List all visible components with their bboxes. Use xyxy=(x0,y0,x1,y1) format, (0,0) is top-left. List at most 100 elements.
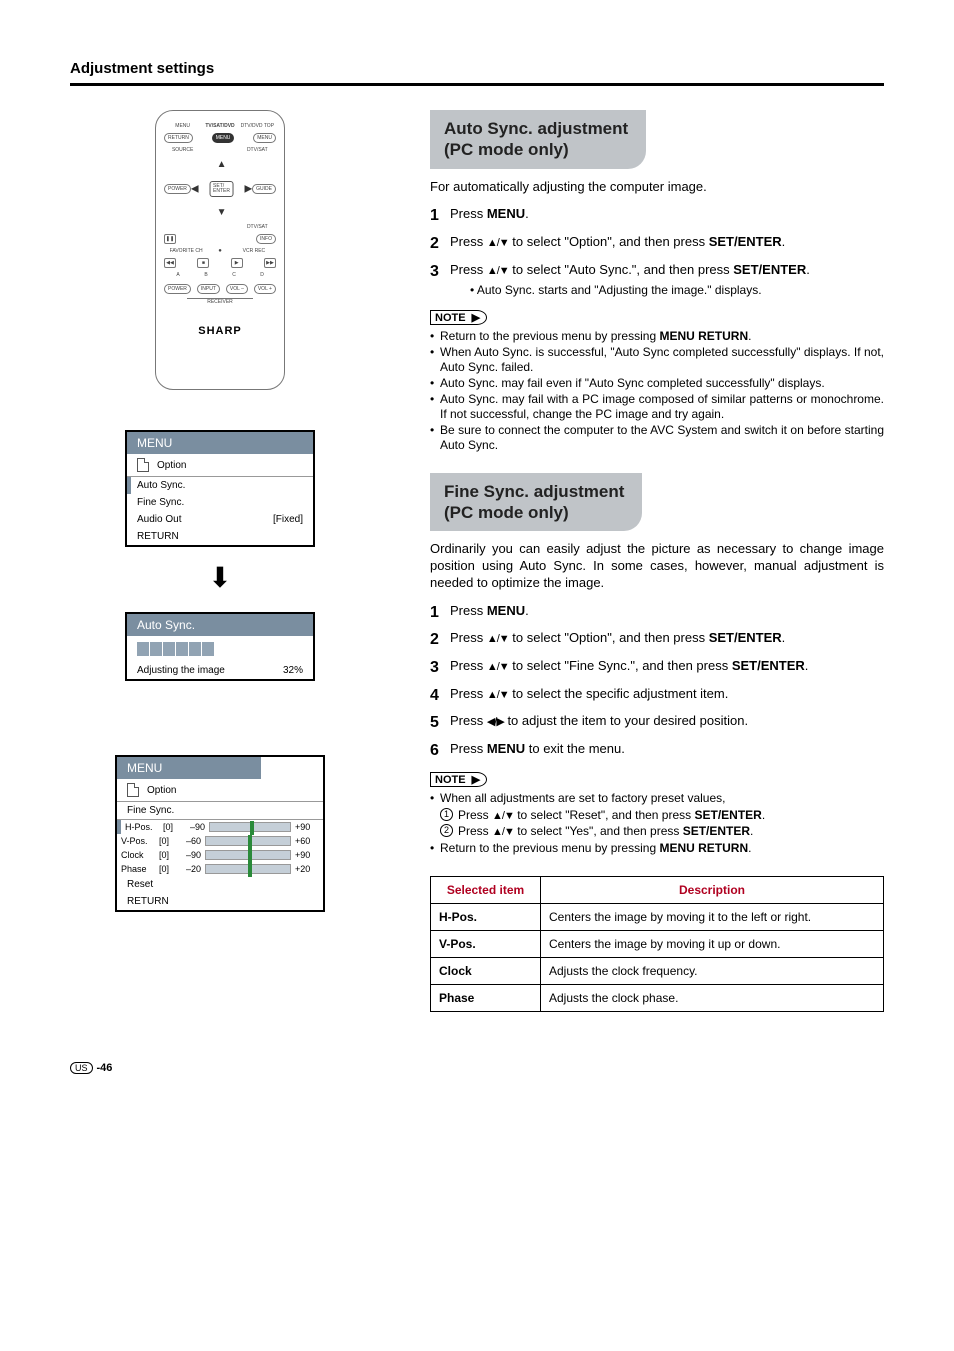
steps-list: 1Press MENU. 2Press ▲/▼ to select "Option… xyxy=(430,602,884,762)
section-heading-fine: Fine Sync. adjustment (PC mode only) xyxy=(430,473,642,532)
osd-tab-label: Option xyxy=(157,460,186,471)
up-icon[interactable]: ▲ xyxy=(217,159,227,170)
step-item: 4Press ▲/▼ to select the specific adjust… xyxy=(430,685,884,707)
remote-label: SOURCE xyxy=(164,147,201,153)
vol-up-button[interactable]: VOL + xyxy=(254,284,276,294)
page-footer: US -46 xyxy=(70,1062,884,1074)
pause-button[interactable]: ❚❚ xyxy=(164,234,176,244)
remote-illustration: MENUTV/SAT/DVDDTV/DVD TOP RETURNMENUMENU… xyxy=(155,110,285,390)
option-icon xyxy=(127,783,139,797)
description-table: Selected item Description H-Pos.Centers … xyxy=(430,876,884,1012)
remote-label: FAVORITE CH xyxy=(164,248,208,254)
note-item: Auto Sync. may fail with a PC image comp… xyxy=(430,392,884,422)
table-header: Description xyxy=(541,876,884,903)
progress-label: Adjusting the image xyxy=(137,665,225,676)
osd-header: MENU xyxy=(127,432,313,454)
slider-row: Clock[0]–90+90 xyxy=(117,848,323,862)
sharp-logo: SHARP xyxy=(198,325,242,337)
menu-button[interactable]: MENU xyxy=(212,133,235,143)
down-arrow-icon: ⬇ xyxy=(70,561,370,594)
note-item: Be sure to connect the computer to the A… xyxy=(430,423,884,453)
stop-button[interactable]: ■ xyxy=(197,258,209,268)
remote-label: B xyxy=(192,272,220,278)
table-row: H-Pos.Centers the image by moving it to … xyxy=(431,903,884,930)
dpad[interactable]: ▲ ▼ ◀ ▶ SET/ ENTER xyxy=(191,161,252,216)
remote-label: MENU xyxy=(164,123,201,129)
osd-header: MENU xyxy=(117,757,261,779)
guide-button[interactable]: GUIDE xyxy=(252,184,276,194)
power-button-2[interactable]: POWER xyxy=(164,284,191,294)
step-item: 3Press ▲/▼ to select "Fine Sync.", and t… xyxy=(430,657,884,679)
rew-button[interactable]: ◀◀ xyxy=(164,258,176,268)
note-tag: NOTE▶ xyxy=(430,772,487,787)
step-item: 2Press ▲/▼ to select "Option", and then … xyxy=(430,233,884,255)
right-icon[interactable]: ▶ xyxy=(244,183,252,194)
ff-button[interactable]: ▶▶ xyxy=(264,258,276,268)
page-title: Adjustment settings xyxy=(70,60,884,77)
osd-auto-sync: Auto Sync. Adjusting the image 32% xyxy=(125,612,315,681)
slider-row: V-Pos.[0]–60+60 xyxy=(117,834,323,848)
play-button[interactable]: ▶ xyxy=(231,258,243,268)
table-header: Selected item xyxy=(431,876,541,903)
set-enter-button[interactable]: SET/ ENTER xyxy=(209,181,234,197)
note-item: Auto Sync. may fail even if "Auto Sync c… xyxy=(430,376,884,391)
input-button[interactable]: INPUT xyxy=(197,284,220,294)
section-intro: Ordinarily you can easily adjust the pic… xyxy=(430,541,884,592)
step-item: 2Press ▲/▼ to select "Option", and then … xyxy=(430,629,884,651)
osd-header: Auto Sync. xyxy=(127,614,313,636)
remote-label: TV/SAT/DVD xyxy=(201,123,238,129)
step-item: 5Press ◀/▶ to adjust the item to your de… xyxy=(430,712,884,734)
info-button[interactable]: INFO xyxy=(256,234,276,244)
steps-list: 1Press MENU. 2Press ▲/▼ to select "Option… xyxy=(430,205,884,298)
slider-row: H-Pos.[0]–90+90 xyxy=(117,820,323,834)
note-tag: NOTE▶ xyxy=(430,310,487,325)
note-item: When Auto Sync. is successful, "Auto Syn… xyxy=(430,345,884,375)
osd-item: RETURN xyxy=(127,896,169,907)
note-list: When all adjustments are set to factory … xyxy=(430,791,884,856)
remote-label: A xyxy=(164,272,192,278)
remote-label: VCR REC xyxy=(232,248,276,254)
osd-sub-label: Fine Sync. xyxy=(127,805,174,816)
osd-fine-sync: MENU Option Fine Sync. H-Pos.[0]–90+90V-… xyxy=(115,755,325,912)
option-icon xyxy=(137,458,149,472)
table-row: PhaseAdjusts the clock phase. xyxy=(431,984,884,1011)
remote-label: C xyxy=(220,272,248,278)
return-button[interactable]: RETURN xyxy=(164,133,193,143)
progress-bar xyxy=(127,636,313,662)
region-badge: US xyxy=(70,1062,93,1074)
title-rule xyxy=(70,83,884,86)
remote-label: DTV/SAT xyxy=(239,224,276,230)
table-row: V-Pos.Centers the image by moving it up … xyxy=(431,930,884,957)
down-icon[interactable]: ▼ xyxy=(217,207,227,218)
osd-item: Auto Sync. xyxy=(127,477,313,494)
note-item: Return to the previous menu by pressing … xyxy=(430,841,884,856)
slider-row: Phase[0]–20+20 xyxy=(117,862,323,876)
osd-item: Audio Out[Fixed] xyxy=(127,511,313,528)
menu-button-r[interactable]: MENU xyxy=(253,133,276,143)
note-item: When all adjustments are set to factory … xyxy=(430,791,884,840)
osd-tab-label: Option xyxy=(147,785,176,796)
vol-down-button[interactable]: VOL – xyxy=(226,284,248,294)
remote-label: DTV/SAT xyxy=(239,147,276,153)
note-list: Return to the previous menu by pressing … xyxy=(430,329,884,453)
left-icon[interactable]: ◀ xyxy=(191,183,199,194)
section-heading-auto: Auto Sync. adjustment (PC mode only) xyxy=(430,110,646,169)
note-item: Return to the previous menu by pressing … xyxy=(430,329,884,344)
remote-label: RECEIVER xyxy=(187,298,253,305)
remote-label: DTV/DVD TOP xyxy=(239,123,276,129)
step-item: 1Press MENU. xyxy=(430,205,884,227)
power-button[interactable]: POWER xyxy=(164,184,191,194)
progress-percent: 32% xyxy=(283,665,303,676)
step-item: 6Press MENU to exit the menu. xyxy=(430,740,884,762)
osd-item: Fine Sync. xyxy=(127,494,313,511)
osd-item: RETURN xyxy=(127,528,313,545)
osd-menu-option: MENU Option Auto Sync.Fine Sync.Audio Ou… xyxy=(125,430,315,547)
section-intro: For automatically adjusting the computer… xyxy=(430,179,884,196)
right-column: Auto Sync. adjustment (PC mode only) For… xyxy=(430,110,884,1012)
remote-label: D xyxy=(248,272,276,278)
osd-item: Reset xyxy=(127,879,153,890)
left-column: MENUTV/SAT/DVDDTV/DVD TOP RETURNMENUMENU… xyxy=(70,110,370,1012)
step-item: 3Press ▲/▼ to select "Auto Sync.", and t… xyxy=(430,261,884,299)
step-item: 1Press MENU. xyxy=(430,602,884,624)
page-number: -46 xyxy=(97,1062,113,1074)
